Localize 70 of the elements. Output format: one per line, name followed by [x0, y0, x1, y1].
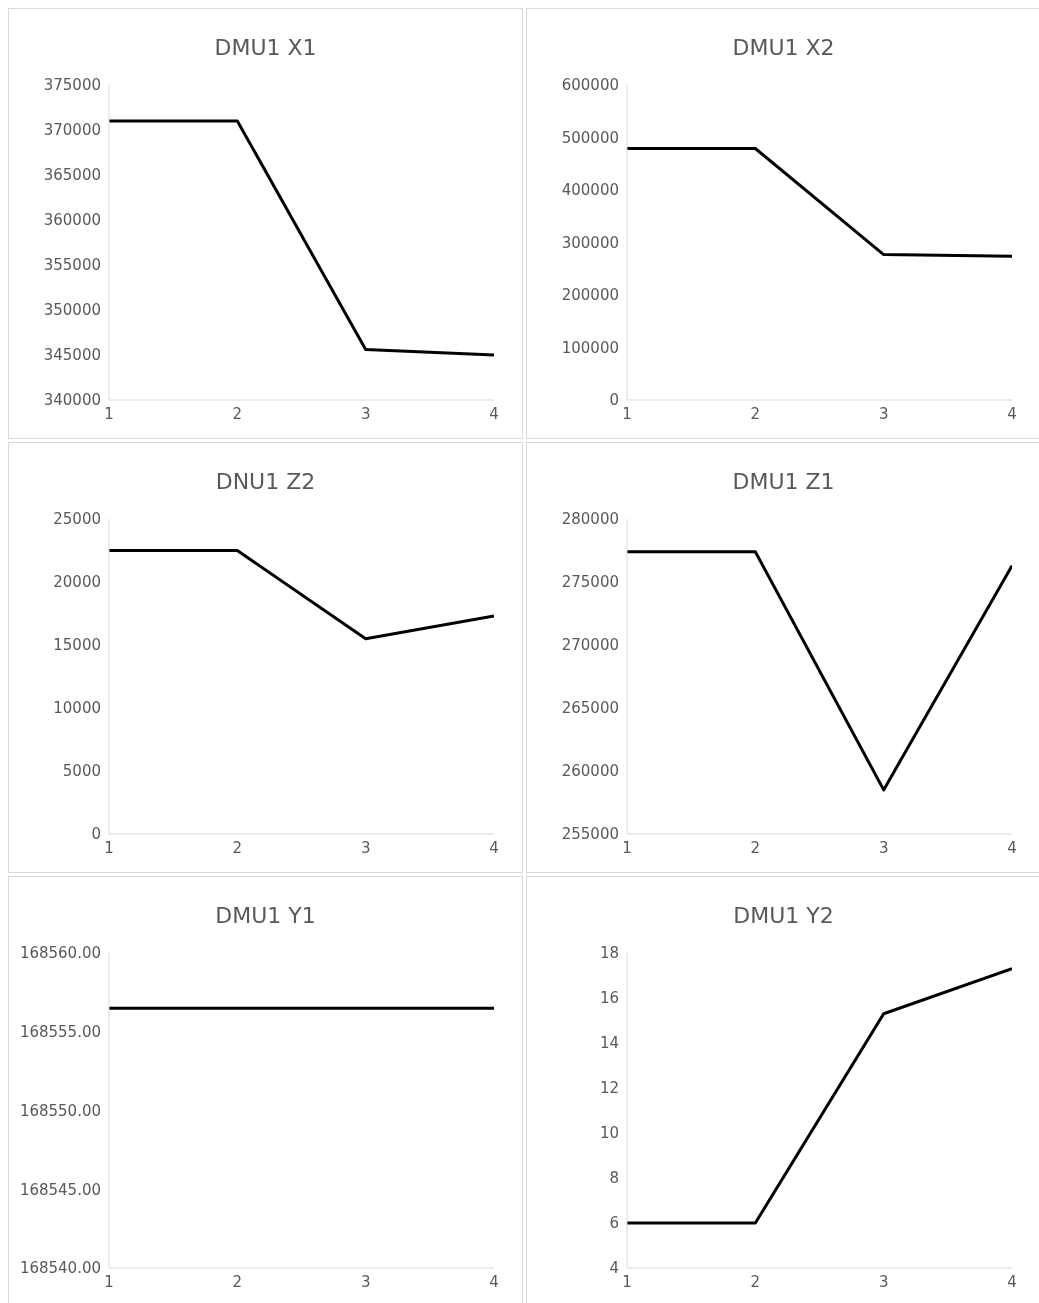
x-tick-label: 1	[622, 404, 632, 423]
x-tick-label: 2	[750, 838, 761, 857]
y-tick-label: 340000	[43, 391, 101, 410]
x-tick-label: 3	[360, 838, 371, 857]
x-tick-label: 4	[489, 1272, 499, 1291]
y-tick-label: 365000	[43, 166, 101, 185]
y-tick-label: 375000	[43, 76, 101, 95]
y-tick-label: 270000	[561, 636, 619, 655]
y-tick-label: 20000	[53, 573, 101, 592]
y-tick-label: 275000	[561, 573, 619, 592]
y-tick-label: 255000	[561, 825, 619, 844]
x-tick-label: 4	[1007, 838, 1017, 857]
y-tick-label: 0	[609, 391, 619, 410]
x-tick-label: 2	[232, 1272, 243, 1291]
x-tick-label: 1	[104, 1272, 114, 1291]
y-tick-label: 370000	[43, 121, 101, 140]
y-tick-label: 265000	[561, 699, 619, 718]
chart-title: DNU1 Z2	[214, 469, 317, 496]
y-tick-label: 360000	[43, 211, 101, 230]
y-tick-label: 280000	[561, 510, 619, 529]
y-tick-label: 345000	[43, 346, 101, 365]
y-tick-label: 18	[599, 944, 619, 963]
x-tick-label: 1	[104, 404, 114, 423]
x-tick-label: 4	[489, 838, 499, 857]
x-tick-label: 2	[750, 1272, 761, 1291]
y-tick-label: 400000	[561, 181, 619, 200]
chart-title: DMU1 Y1	[214, 903, 317, 930]
y-tick-label: 168540.00	[19, 1259, 101, 1278]
y-tick-label: 200000	[561, 286, 619, 305]
y-tick-label: 10000	[53, 699, 101, 718]
x-tick-label: 3	[878, 838, 889, 857]
x-tick-label: 3	[878, 1272, 889, 1291]
x-tick-label: 2	[750, 404, 761, 423]
chart-title: DMU1 Y2	[732, 903, 835, 930]
x-tick-label: 1	[104, 838, 114, 857]
chart-title: DMU1 X2	[731, 35, 836, 62]
x-tick-label: 1	[622, 838, 632, 857]
y-tick-label: 0	[91, 825, 101, 844]
y-tick-label: 4	[609, 1259, 619, 1278]
x-tick-label: 2	[232, 838, 243, 857]
x-tick-label: 3	[878, 404, 889, 423]
x-tick-label: 3	[360, 404, 371, 423]
y-tick-label: 350000	[43, 301, 101, 320]
x-tick-label: 1	[622, 1272, 632, 1291]
y-tick-label: 10	[599, 1124, 619, 1143]
y-tick-label: 15000	[53, 636, 101, 655]
y-tick-label: 25000	[53, 510, 101, 529]
y-tick-label: 6	[609, 1214, 619, 1233]
y-tick-label: 168555.00	[19, 1023, 101, 1042]
x-tick-label: 4	[1007, 404, 1017, 423]
x-tick-label: 3	[360, 1272, 371, 1291]
y-tick-label: 14	[599, 1034, 619, 1053]
chart-title: DMU1 X1	[213, 35, 318, 62]
y-tick-label: 300000	[561, 233, 619, 252]
y-tick-label: 168560.00	[19, 944, 101, 963]
y-tick-label: 355000	[43, 256, 101, 275]
y-tick-label: 100000	[561, 338, 619, 357]
y-tick-label: 5000	[62, 762, 101, 781]
y-tick-label: 500000	[561, 128, 619, 147]
x-tick-label: 4	[489, 404, 499, 423]
y-tick-label: 168550.00	[19, 1101, 101, 1120]
y-tick-label: 600000	[561, 76, 619, 95]
y-tick-label: 8	[609, 1169, 619, 1188]
y-tick-label: 16	[599, 989, 619, 1008]
chart-title: DMU1 Z1	[731, 469, 836, 496]
x-tick-label: 2	[232, 404, 243, 423]
y-tick-label: 260000	[561, 762, 619, 781]
x-tick-label: 4	[1007, 1272, 1017, 1291]
y-tick-label: 12	[599, 1079, 619, 1098]
y-tick-label: 168545.00	[19, 1180, 101, 1199]
